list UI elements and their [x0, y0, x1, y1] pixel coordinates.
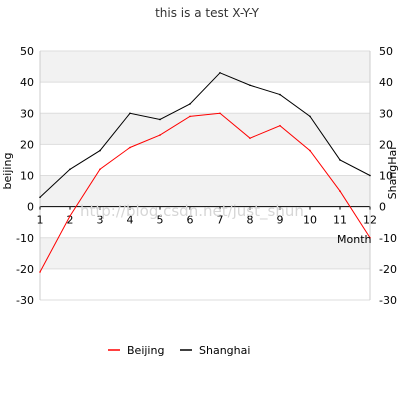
- data-point-shanghai: [99, 149, 101, 152]
- right-tick-label: 40: [379, 76, 393, 89]
- data-point-beijing: [309, 149, 311, 152]
- data-point-shanghai: [189, 103, 191, 105]
- y-axis-right-label: ShangHai: [386, 147, 399, 200]
- plot-band: [40, 144, 370, 176]
- data-point-beijing: [129, 146, 131, 149]
- legend-label-shanghai: Shanghai: [199, 344, 250, 357]
- data-point-shanghai: [129, 112, 131, 115]
- x-tick-label: 12: [363, 214, 377, 227]
- left-axis-ticks: -30 -20 -10 0 10 20 30 40 50: [16, 45, 34, 307]
- right-tick-label: 30: [379, 107, 393, 120]
- right-tick-label: 0: [379, 201, 386, 214]
- data-point-shanghai: [69, 168, 71, 171]
- right-tick-label: -30: [379, 294, 397, 307]
- data-point-beijing: [69, 215, 71, 217]
- right-tick-label: -10: [379, 232, 397, 245]
- data-point-beijing: [279, 124, 281, 127]
- right-tick-label: 20: [379, 138, 393, 151]
- data-point-beijing: [159, 134, 161, 136]
- x-tick-label: 5: [157, 214, 164, 227]
- plot-band: [40, 175, 370, 207]
- data-point-shanghai: [309, 115, 311, 118]
- data-point-shanghai: [249, 84, 251, 87]
- data-point-beijing: [249, 137, 251, 139]
- x-tick-label: 11: [333, 214, 347, 227]
- x-axis-ticks: 1 2 3 4 5 6 7 8 9 10 11 12: [37, 206, 377, 227]
- left-tick-label: -30: [16, 294, 34, 307]
- data-point-shanghai: [279, 93, 281, 96]
- plot-background-bands: [40, 51, 370, 300]
- right-tick-label: 50: [379, 45, 393, 58]
- data-point-beijing: [189, 115, 191, 118]
- right-tick-label: -20: [379, 263, 397, 276]
- data-point-shanghai: [369, 174, 371, 177]
- data-point-beijing: [39, 271, 41, 273]
- legend-label-beijing: Beijing: [127, 344, 164, 357]
- grid-lines: [39, 50, 371, 301]
- x-tick-label: 2: [67, 214, 74, 227]
- x-tick-label: 4: [127, 214, 134, 227]
- left-tick-label: 40: [20, 76, 34, 89]
- plot-band: [40, 113, 370, 145]
- x-tick-label: 3: [97, 214, 104, 227]
- plot-band: [40, 268, 370, 300]
- x-tick-label: 10: [303, 214, 317, 227]
- x-axis-label: Month: [337, 233, 372, 246]
- watermark-text: http://blog.csdn.net/just_shun: [80, 202, 304, 221]
- left-tick-label: 10: [20, 170, 34, 183]
- left-tick-label: 30: [20, 107, 34, 120]
- left-tick-label: 20: [20, 138, 34, 151]
- x-tick-label: 7: [217, 214, 224, 227]
- data-point-shanghai: [219, 71, 221, 74]
- legend: Beijing Shanghai: [108, 344, 250, 357]
- chart-title: this is a test X-Y-Y: [155, 6, 259, 20]
- series-line-shanghai: [39, 72, 371, 198]
- left-tick-label: -10: [16, 232, 34, 245]
- plot-band: [40, 237, 370, 269]
- plot-band: [40, 82, 370, 114]
- left-tick-label: 0: [27, 201, 34, 214]
- data-point-shanghai: [159, 118, 161, 121]
- series-lines: [39, 71, 371, 273]
- data-point-beijing: [99, 168, 101, 171]
- data-point-beijing: [369, 236, 371, 239]
- right-tick-label: 10: [379, 170, 393, 183]
- x-tick-label: 9: [277, 214, 284, 227]
- left-tick-label: 50: [20, 45, 34, 58]
- x-tick-label: 6: [187, 214, 194, 227]
- right-axis-ticks: -30 -20 -10 0 10 20 30 40 50: [379, 45, 397, 307]
- series-line-beijing: [39, 112, 371, 273]
- x-tick-label: 8: [247, 214, 254, 227]
- data-point-shanghai: [39, 196, 41, 199]
- plot-band: [40, 51, 370, 83]
- data-point-beijing: [219, 112, 221, 115]
- left-tick-label: -20: [16, 263, 34, 276]
- data-point-beijing: [339, 190, 341, 192]
- data-point-shanghai: [339, 159, 341, 161]
- x-tick-label: 1: [37, 214, 44, 227]
- y-axis-left-label: beijing: [1, 153, 14, 190]
- plot-band: [40, 206, 370, 238]
